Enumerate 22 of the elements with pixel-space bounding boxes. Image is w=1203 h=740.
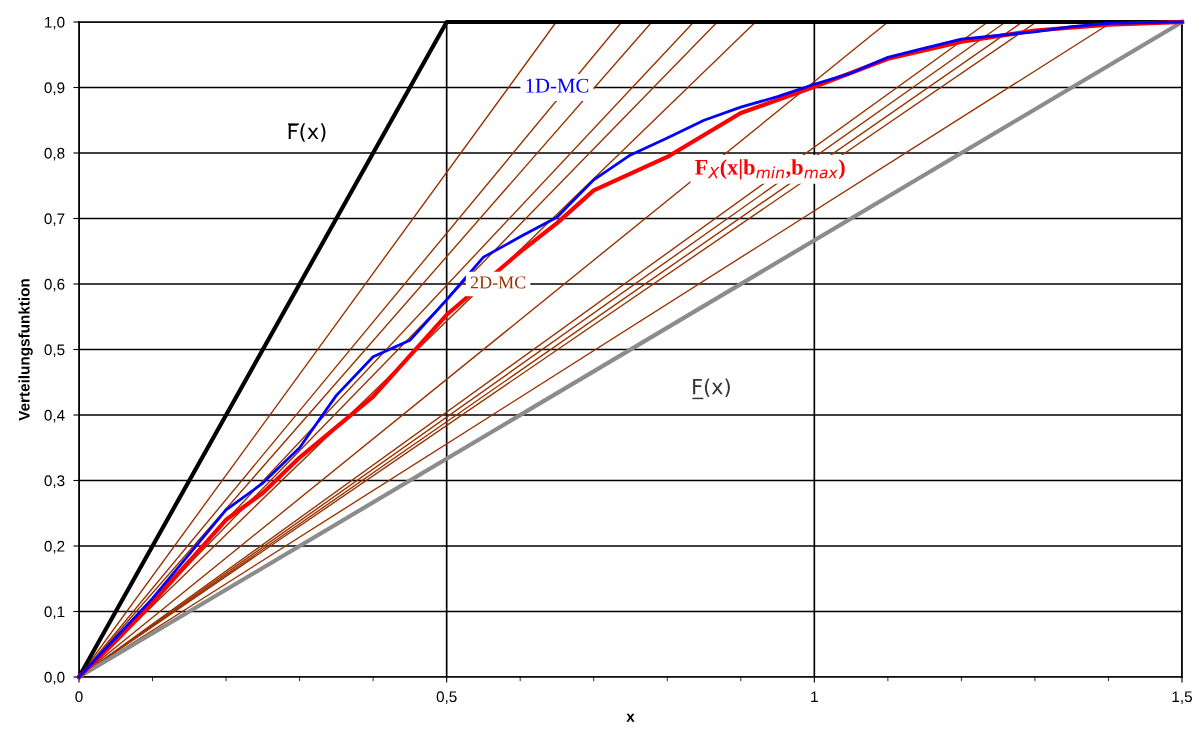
y-tick-label: 0,7 (44, 213, 65, 226)
text: F̅(x) (288, 123, 326, 142)
y-tick-label: 0,0 (44, 671, 65, 685)
y-tick-label: 1,0 (45, 16, 65, 30)
text: 2D-MC (470, 276, 526, 289)
y-tick-label: 0,3 (44, 475, 65, 488)
y-tick-label: 0,6 (44, 278, 65, 292)
series-label: F$_{X}$(x|b$_{min}$,b$_{max}$) (695, 159, 845, 180)
y-tick-label: 0,2 (44, 540, 65, 554)
x-tick-label: 0,5 (436, 691, 457, 704)
y-tick-label: 0,1 (44, 606, 65, 619)
x-axis-title: x (626, 713, 635, 722)
text: F̲(x) (692, 378, 730, 400)
y-tick-label: 0,8 (44, 147, 65, 161)
y-axis-title: Verteilungsfunktion (18, 279, 33, 421)
x-tick-label: 0 (75, 691, 83, 703)
y-tick-label: 0,4 (44, 409, 65, 423)
y-tick-label: 0,9 (44, 82, 65, 95)
x-tick-label: 1 (811, 691, 818, 702)
x-tick-label: 1,5 (1172, 691, 1192, 704)
y-tick-label: 0,5 (44, 344, 65, 357)
text: 1D-MC (526, 78, 589, 93)
